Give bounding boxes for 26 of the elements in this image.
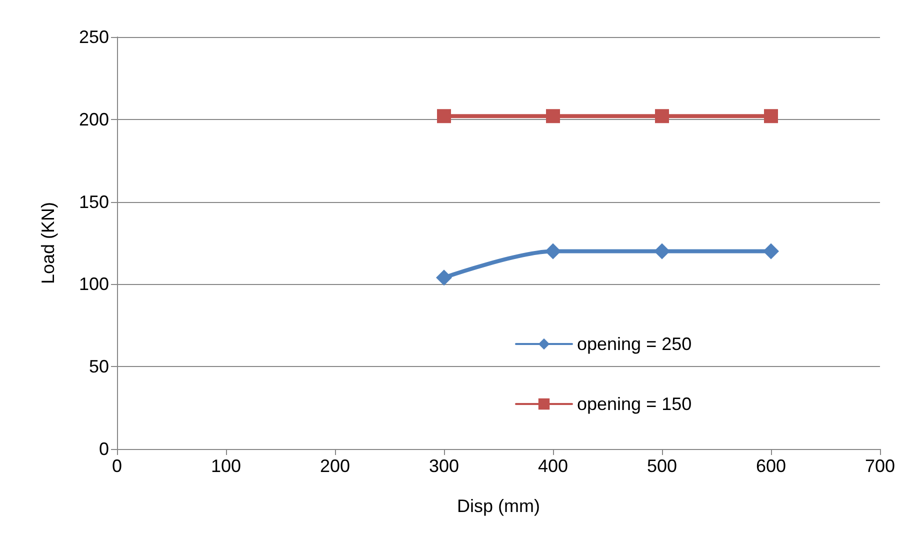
x-tick-label: 700 (864, 456, 896, 476)
y-tick-label: 50 (88, 356, 109, 377)
y-tick-label: 250 (78, 27, 109, 47)
x-tick-label: 500 (646, 456, 678, 476)
x-tick-label: 200 (320, 456, 350, 476)
point (654, 243, 670, 260)
y-tick-label: 150 (78, 192, 109, 212)
point (655, 109, 669, 124)
point (763, 243, 779, 260)
x-axis-title: Disp (mm) (457, 496, 540, 516)
x-tick-label: 100 (210, 456, 242, 476)
x-tick-label: 400 (538, 456, 568, 476)
point (545, 243, 561, 260)
y-tick-label: 0 (98, 439, 109, 459)
legend-label: opening = 150 (577, 394, 692, 414)
point (764, 109, 778, 124)
y-tick-label: 100 (78, 274, 109, 294)
x-tick-label: 600 (756, 456, 786, 476)
point (436, 270, 452, 286)
y-tick-label: 200 (78, 109, 109, 130)
y-axis-title: Load (KN) (38, 202, 58, 284)
x-tick-label: 300 (428, 456, 460, 476)
x-tick-label: 0 (112, 456, 122, 476)
point (546, 109, 560, 124)
legend-label: opening = 250 (577, 334, 692, 354)
point (437, 109, 451, 124)
